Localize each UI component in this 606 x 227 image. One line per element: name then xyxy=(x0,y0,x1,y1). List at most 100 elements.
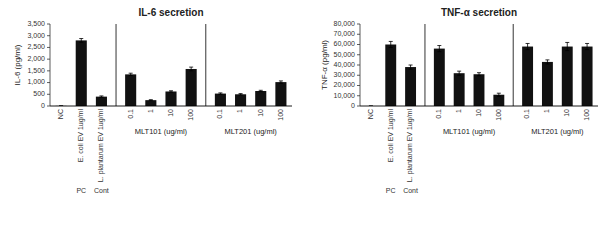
error-bar-cap xyxy=(409,65,413,66)
error-bar-cap xyxy=(526,49,530,50)
error-bar-cap xyxy=(218,92,222,93)
y-tick-label: 10,000 xyxy=(334,92,356,99)
error-bar-stem xyxy=(439,46,440,52)
error-bar-cap xyxy=(239,93,243,94)
error-bar-stem xyxy=(587,43,588,49)
error-bar-cap xyxy=(497,93,501,94)
error-bar xyxy=(585,43,589,49)
error-bar-cap xyxy=(457,71,461,72)
category-long-label: L. plantarum EV 1ug/ml xyxy=(97,109,105,183)
y-tick xyxy=(47,35,50,36)
y-tick xyxy=(47,59,50,60)
error-bar-stem xyxy=(567,42,568,50)
category-label: 1 xyxy=(543,109,550,113)
error-bar-cap xyxy=(218,94,222,95)
error-bar-cap xyxy=(259,91,263,92)
chart-root: IL-6 secretion05001,0001,5002,0002,5003,… xyxy=(0,0,606,227)
chart-title: IL-6 secretion xyxy=(138,7,203,18)
category-label: 0.1 xyxy=(127,109,134,119)
error-bar xyxy=(457,71,461,75)
group-label: MLT101 (ug/ml) xyxy=(443,127,496,136)
error-bar xyxy=(99,96,103,97)
category-label: 10 xyxy=(167,109,174,117)
bar xyxy=(186,69,197,106)
error-bar xyxy=(565,42,569,50)
error-bar-cap xyxy=(477,75,481,76)
category-long-label: E. coli EV 1ug/ml xyxy=(387,109,395,163)
category-label: 10 xyxy=(475,109,482,117)
y-tick xyxy=(47,82,50,83)
category-label: 100 xyxy=(495,109,502,121)
y-tick-label: 80,000 xyxy=(334,20,356,27)
error-bar-cap xyxy=(545,59,549,60)
bar xyxy=(405,67,416,106)
error-bar xyxy=(477,73,481,76)
error-bar xyxy=(279,81,283,83)
y-tick xyxy=(357,85,360,86)
group-separator xyxy=(116,24,117,106)
category-label: 1 xyxy=(455,109,462,113)
y-tick xyxy=(357,44,360,45)
error-bar xyxy=(259,90,263,91)
bar xyxy=(493,95,504,106)
bar xyxy=(275,82,286,106)
error-bar-cap xyxy=(99,95,103,96)
y-axis-label: IL-6 (pg/ml) xyxy=(13,44,22,85)
y-tick-label: 500 xyxy=(33,90,45,97)
error-bar-cap xyxy=(497,96,501,97)
category-label: 0.1 xyxy=(435,109,442,119)
error-bar-stem xyxy=(390,41,391,47)
y-tick xyxy=(357,75,360,76)
bar xyxy=(454,73,465,106)
error-bar-cap xyxy=(129,73,133,74)
y-tick-label: 3,500 xyxy=(27,20,45,27)
group-separator xyxy=(424,24,425,106)
category-label: Cont xyxy=(94,187,109,194)
bar xyxy=(542,62,553,106)
chart-title: TNF-α secretion xyxy=(441,7,517,18)
bar xyxy=(474,74,485,106)
y-tick-label: 50,000 xyxy=(334,51,356,58)
y-tick-label: 30,000 xyxy=(334,71,356,78)
error-bar-stem xyxy=(191,67,192,71)
error-bar-stem xyxy=(410,65,411,69)
zero-line xyxy=(360,106,598,107)
bar xyxy=(145,100,156,106)
error-bar-cap xyxy=(259,90,263,91)
y-tick xyxy=(47,24,50,25)
group-label: MLT201 (ug/ml) xyxy=(224,127,277,136)
y-tick-label: 3,000 xyxy=(27,32,45,39)
error-bar-stem xyxy=(527,43,528,49)
category-label: 100 xyxy=(277,109,284,121)
bar xyxy=(434,49,445,106)
error-bar-cap xyxy=(585,49,589,50)
error-bar-cap xyxy=(585,43,589,44)
error-bar-cap xyxy=(477,72,481,73)
y-tick-label: 1,500 xyxy=(27,67,45,74)
error-bar xyxy=(497,93,501,96)
error-bar xyxy=(409,65,413,69)
zero-line xyxy=(50,106,292,107)
category-label: 100 xyxy=(583,109,590,121)
bar xyxy=(255,91,266,106)
category-long-label: L. plantarum EV 1ug/ml xyxy=(406,109,414,183)
plot-area xyxy=(56,39,287,106)
error-bar xyxy=(129,73,133,75)
category-label: Cont xyxy=(403,187,418,194)
category-long-label: E. coli EV 1ug/ml xyxy=(77,109,85,163)
bar xyxy=(582,47,593,106)
category-label: 1 xyxy=(147,109,154,113)
bar xyxy=(165,91,176,106)
category-label: 10 xyxy=(257,109,264,117)
error-bar-cap xyxy=(189,67,193,68)
error-bar-cap xyxy=(389,47,393,48)
y-tick-label: 2,000 xyxy=(27,55,45,62)
category-label: 0.1 xyxy=(523,109,530,119)
group-separator xyxy=(513,24,514,106)
y-tick xyxy=(357,34,360,35)
y-tick xyxy=(47,47,50,48)
background xyxy=(0,0,606,227)
y-axis-line xyxy=(360,24,361,106)
error-bar xyxy=(149,99,153,101)
y-tick xyxy=(357,24,360,25)
